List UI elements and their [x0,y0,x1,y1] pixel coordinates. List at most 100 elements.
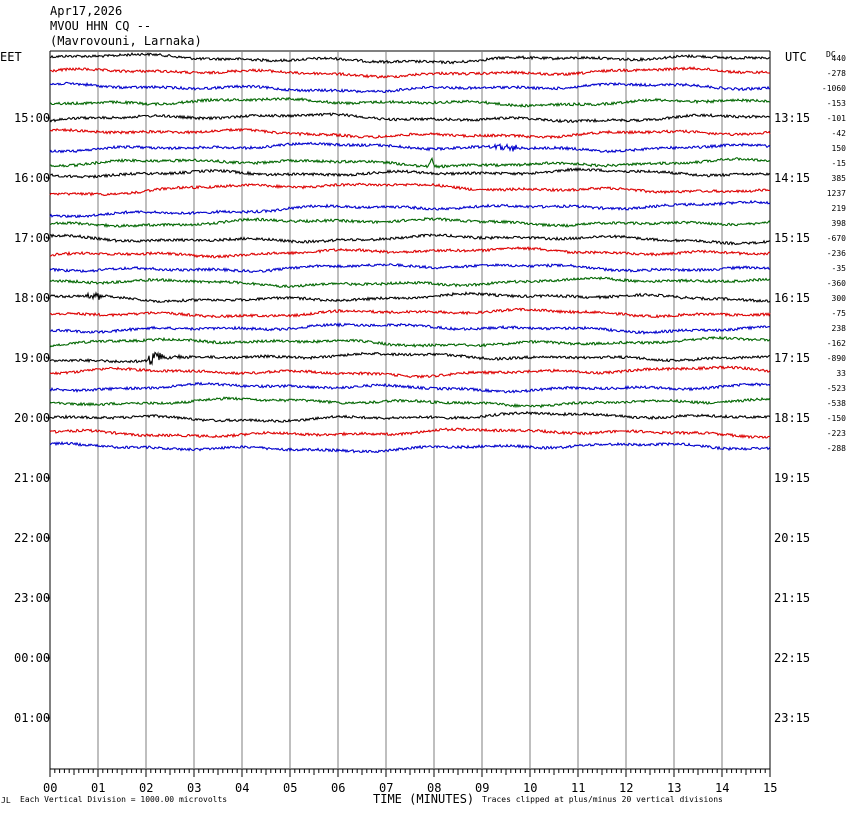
dc-offset-label: -523 [827,384,846,393]
right-hour-label: 22:15 [774,651,810,665]
right-hour-label: 16:15 [774,291,810,305]
dc-offset-label: -15 [832,159,847,168]
dc-offset-label: 398 [832,219,847,228]
x-tick-label: 14 [715,781,729,795]
seismic-trace [49,335,771,348]
seismic-traces [49,52,771,454]
dc-offset-label: -75 [832,309,847,318]
seismic-trace [49,216,771,228]
left-hour-label: 16:00 [14,171,50,185]
left-hour-label: 01:00 [14,711,50,725]
x-tick-label: 04 [235,781,249,795]
dc-offset-label: -360 [827,279,846,288]
station-label: MVOU HHN CQ -- [50,19,152,33]
right-hour-label: 13:15 [774,111,810,125]
seismic-trace [49,307,771,319]
right-hour-label: 19:15 [774,471,810,485]
dc-offset-label: -101 [827,114,846,123]
dc-offset-label: -1060 [822,84,846,93]
dc-label: DC [826,50,836,59]
seismic-trace [49,365,771,379]
x-tick-label: 06 [331,781,345,795]
x-tick-label: 08 [427,781,441,795]
x-tick-label: 03 [187,781,201,795]
dc-offset-label: -150 [827,414,846,423]
dc-offset-label: -538 [827,399,846,408]
dc-offset-label: -223 [827,429,846,438]
x-tick-label: 01 [91,781,105,795]
grid-lines [49,50,771,770]
seismic-trace [49,96,771,108]
right-hour-label: 15:15 [774,231,810,245]
right-hour-label: 23:15 [774,711,810,725]
eet-label: EET [0,50,22,64]
seismic-trace [49,276,771,289]
left-hour-label: 21:00 [14,471,50,485]
seismic-trace [49,262,771,274]
x-tick-label: 00 [43,781,57,795]
right-hour-label: 14:15 [774,171,810,185]
left-hour-label: 15:00 [14,111,50,125]
dc-offset-label: 440 [832,54,847,63]
dc-offset-label: -162 [827,339,846,348]
seismic-trace [49,199,771,219]
dc-offset-label: -236 [827,249,846,258]
seismic-trace [49,182,771,197]
x-tick-label: 13 [667,781,681,795]
dc-offset-label: -288 [827,444,846,453]
seismic-trace [49,166,771,179]
x-tick-label: 07 [379,781,393,795]
left-hour-label: 20:00 [14,411,50,425]
x-tick-label: 05 [283,781,297,795]
right-hour-label: 20:15 [774,531,810,545]
seismic-trace [49,127,771,140]
x-tick-label: 15 [763,781,777,795]
seismic-trace [49,81,771,94]
axis-labels: 00 01 02 03 04 05 06 07 08 09 10 11 12 13 14 15 15:00 16:… [14,54,846,795]
dc-offset-label: -670 [827,234,846,243]
seismic-trace [50,157,771,169]
dc-offset-label: 300 [832,294,847,303]
right-hour-label: 21:15 [774,591,810,605]
dc-offset-label: 33 [836,369,846,378]
seismic-trace [49,410,771,423]
left-hour-label: 17:00 [14,231,50,245]
dc-offset-label: -42 [832,129,847,138]
dc-offset-label: -890 [827,354,846,363]
utc-label: UTC [785,50,807,64]
dc-offset-label: 1237 [827,189,846,198]
right-hour-label: 18:15 [774,411,810,425]
seismic-trace [49,381,771,394]
seismic-trace [49,291,771,304]
seismic-trace [49,441,771,454]
seismic-trace [49,351,771,366]
left-hour-label: 18:00 [14,291,50,305]
location-label: (Mavrovouni, Larnaka) [50,34,202,48]
dc-offset-label: 150 [832,144,847,153]
x-tick-label: 02 [139,781,153,795]
axis-title: TIME (MINUTES) [373,792,474,806]
dc-offset-label: -153 [827,99,846,108]
dc-offset-label: -278 [827,69,846,78]
left-hour-label: 19:00 [14,351,50,365]
left-hour-label: 00:00 [14,651,50,665]
seismic-trace [49,246,771,259]
clip-note: Traces clipped at plus/minus 20 vertical… [482,795,723,804]
logo-mark: JL [1,796,11,805]
dc-offset-label: -35 [832,264,847,273]
dc-offset-label: 238 [832,324,847,333]
dc-offset-label: 385 [832,174,847,183]
x-axis-ticks [49,769,771,777]
scale-note: Each Vertical Division = 1000.00 microvo… [20,795,227,804]
seismic-trace [49,52,771,65]
seismic-trace [49,141,771,154]
x-tick-label: 12 [619,781,633,795]
x-tick-label: 10 [523,781,537,795]
seismic-trace [49,427,770,440]
seismic-trace [49,322,771,335]
seismic-trace [49,66,771,79]
seismic-trace [49,112,771,124]
x-tick-label: 09 [475,781,489,795]
left-hour-label: 23:00 [14,591,50,605]
